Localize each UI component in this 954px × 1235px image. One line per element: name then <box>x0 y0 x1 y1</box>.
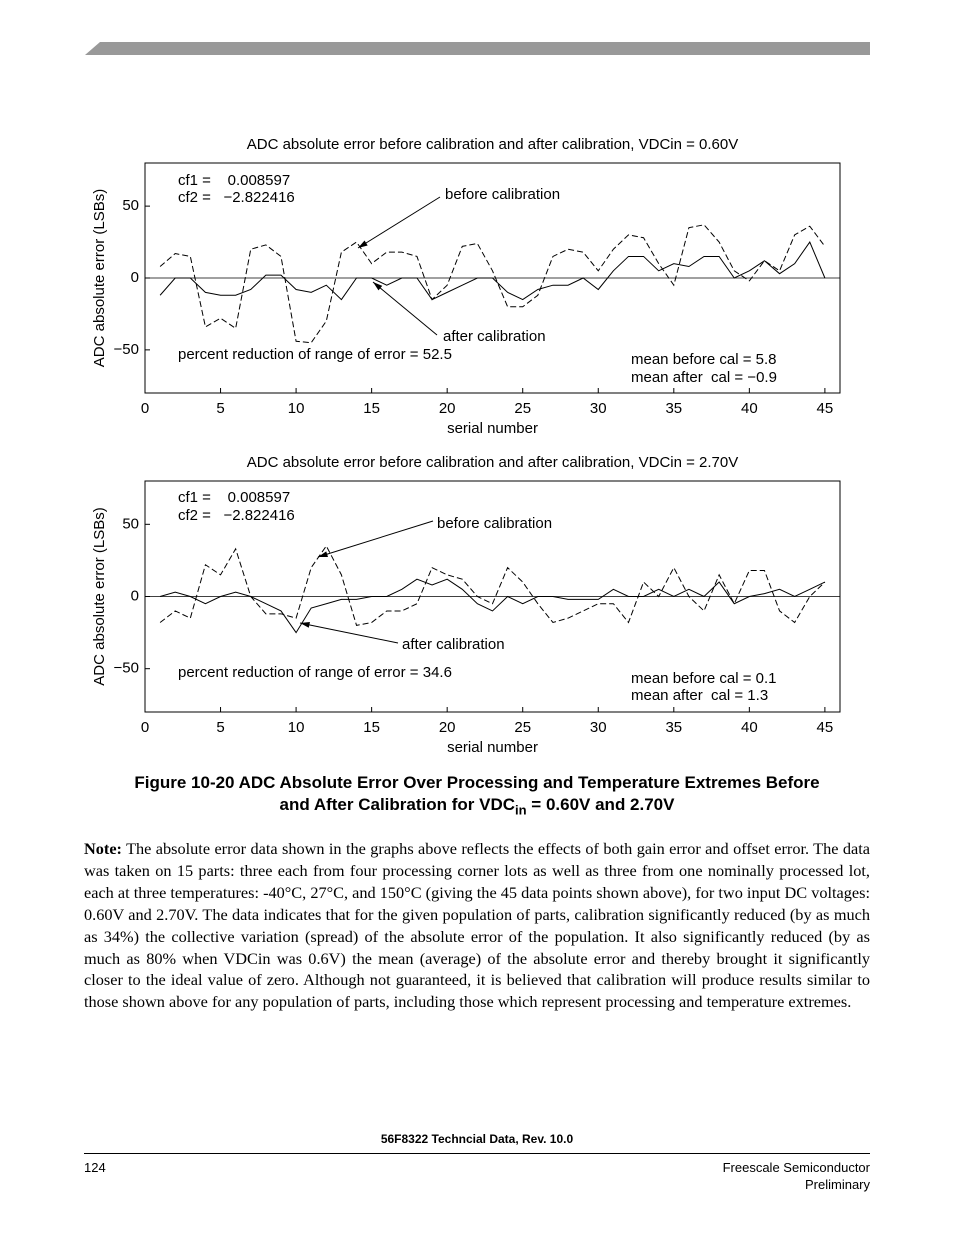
y-tick-label: 50 <box>122 515 139 532</box>
footer-title: 56F8322 Techncial Data, Rev. 10.0 <box>380 1132 574 1146</box>
x-tick-label: 10 <box>288 400 305 417</box>
annotation: cf2 = −2.822416 <box>178 189 295 206</box>
data-line <box>159 545 826 626</box>
x-tick-label: 5 <box>216 400 224 417</box>
footer-rule <box>84 1153 870 1154</box>
arrow-line <box>372 281 438 336</box>
page-number: 124 <box>84 1160 106 1175</box>
x-tick-label: 45 <box>817 719 834 736</box>
annotation: percent reduction of range of error = 52… <box>178 346 452 363</box>
x-tick-label: 5 <box>216 719 224 736</box>
y-axis-label: ADC absolute error (LSBs) <box>91 189 108 367</box>
annotation: cf1 = 0.008597 <box>178 489 290 506</box>
header-bar <box>85 42 870 55</box>
x-tick-label: 40 <box>741 719 758 736</box>
caption-line: Figure 10-20 ADC Absolute Error Over Pro… <box>134 773 820 792</box>
y-tick-label: 0 <box>131 269 139 286</box>
annotation: mean after cal = 1.3 <box>631 687 768 704</box>
x-tick-label: 30 <box>590 400 607 417</box>
series-label: after calibration <box>402 636 505 653</box>
series-label: before calibration <box>445 186 560 203</box>
arrow-line <box>357 196 441 249</box>
data-line <box>159 224 826 344</box>
y-tick-label: −50 <box>114 660 139 677</box>
charts: ADC absolute error before calibration an… <box>85 42 870 756</box>
x-tick-label: 20 <box>439 719 456 736</box>
caption-subscript: in <box>515 802 527 818</box>
x-tick-label: 0 <box>141 719 149 736</box>
x-tick-label: 35 <box>665 400 682 417</box>
arrow-head <box>300 622 310 628</box>
x-tick-label: 25 <box>514 400 531 417</box>
x-tick-label: 15 <box>363 719 380 736</box>
arrow-head <box>318 551 328 557</box>
annotation: percent reduction of range of error = 34… <box>178 664 452 681</box>
x-axis-label: serial number <box>447 420 538 437</box>
y-axis-label: ADC absolute error (LSBs) <box>91 507 108 685</box>
arrow-line <box>299 622 399 644</box>
annotation: cf1 = 0.008597 <box>178 172 290 189</box>
series-label: after calibration <box>443 328 546 345</box>
annotation: mean before cal = 5.8 <box>631 351 777 368</box>
note-label: Note: <box>84 839 122 858</box>
footer-company: Freescale Semiconductor <box>722 1160 870 1175</box>
x-axis-label: serial number <box>447 739 538 756</box>
x-tick-label: 0 <box>141 400 149 417</box>
arrow-head <box>373 282 383 291</box>
note-text: The absolute error data shown in the gra… <box>84 839 870 1012</box>
caption-line: and After Calibration for VDC <box>279 795 516 814</box>
y-tick-label: 50 <box>122 197 139 214</box>
annotation: cf2 = −2.822416 <box>178 507 295 524</box>
figure-caption: Figure 10-20 ADC Absolute Error Over Pro… <box>60 772 894 821</box>
chart-title: ADC absolute error before calibration an… <box>247 454 739 471</box>
x-tick-label: 30 <box>590 719 607 736</box>
y-tick-label: 0 <box>131 587 139 604</box>
annotation: mean before cal = 0.1 <box>631 670 777 687</box>
y-tick-label: −50 <box>114 341 139 358</box>
x-tick-label: 25 <box>514 719 531 736</box>
footer-status: Preliminary <box>804 1177 870 1192</box>
chart-title: ADC absolute error before calibration an… <box>247 136 739 153</box>
x-tick-label: 10 <box>288 719 305 736</box>
arrow-line <box>317 520 434 558</box>
arrow-head <box>358 240 368 248</box>
x-tick-label: 20 <box>439 400 456 417</box>
x-tick-label: 15 <box>363 400 380 417</box>
series-label: before calibration <box>437 515 552 532</box>
annotation: mean after cal = −0.9 <box>631 369 777 386</box>
caption-line: = 0.60V and 2.70V <box>526 795 675 814</box>
x-tick-label: 35 <box>665 719 682 736</box>
note: Note: The absolute error data shown in t… <box>84 838 870 1013</box>
x-tick-label: 45 <box>817 400 834 417</box>
data-line <box>159 578 826 634</box>
data-line <box>159 241 826 301</box>
x-tick-label: 40 <box>741 400 758 417</box>
